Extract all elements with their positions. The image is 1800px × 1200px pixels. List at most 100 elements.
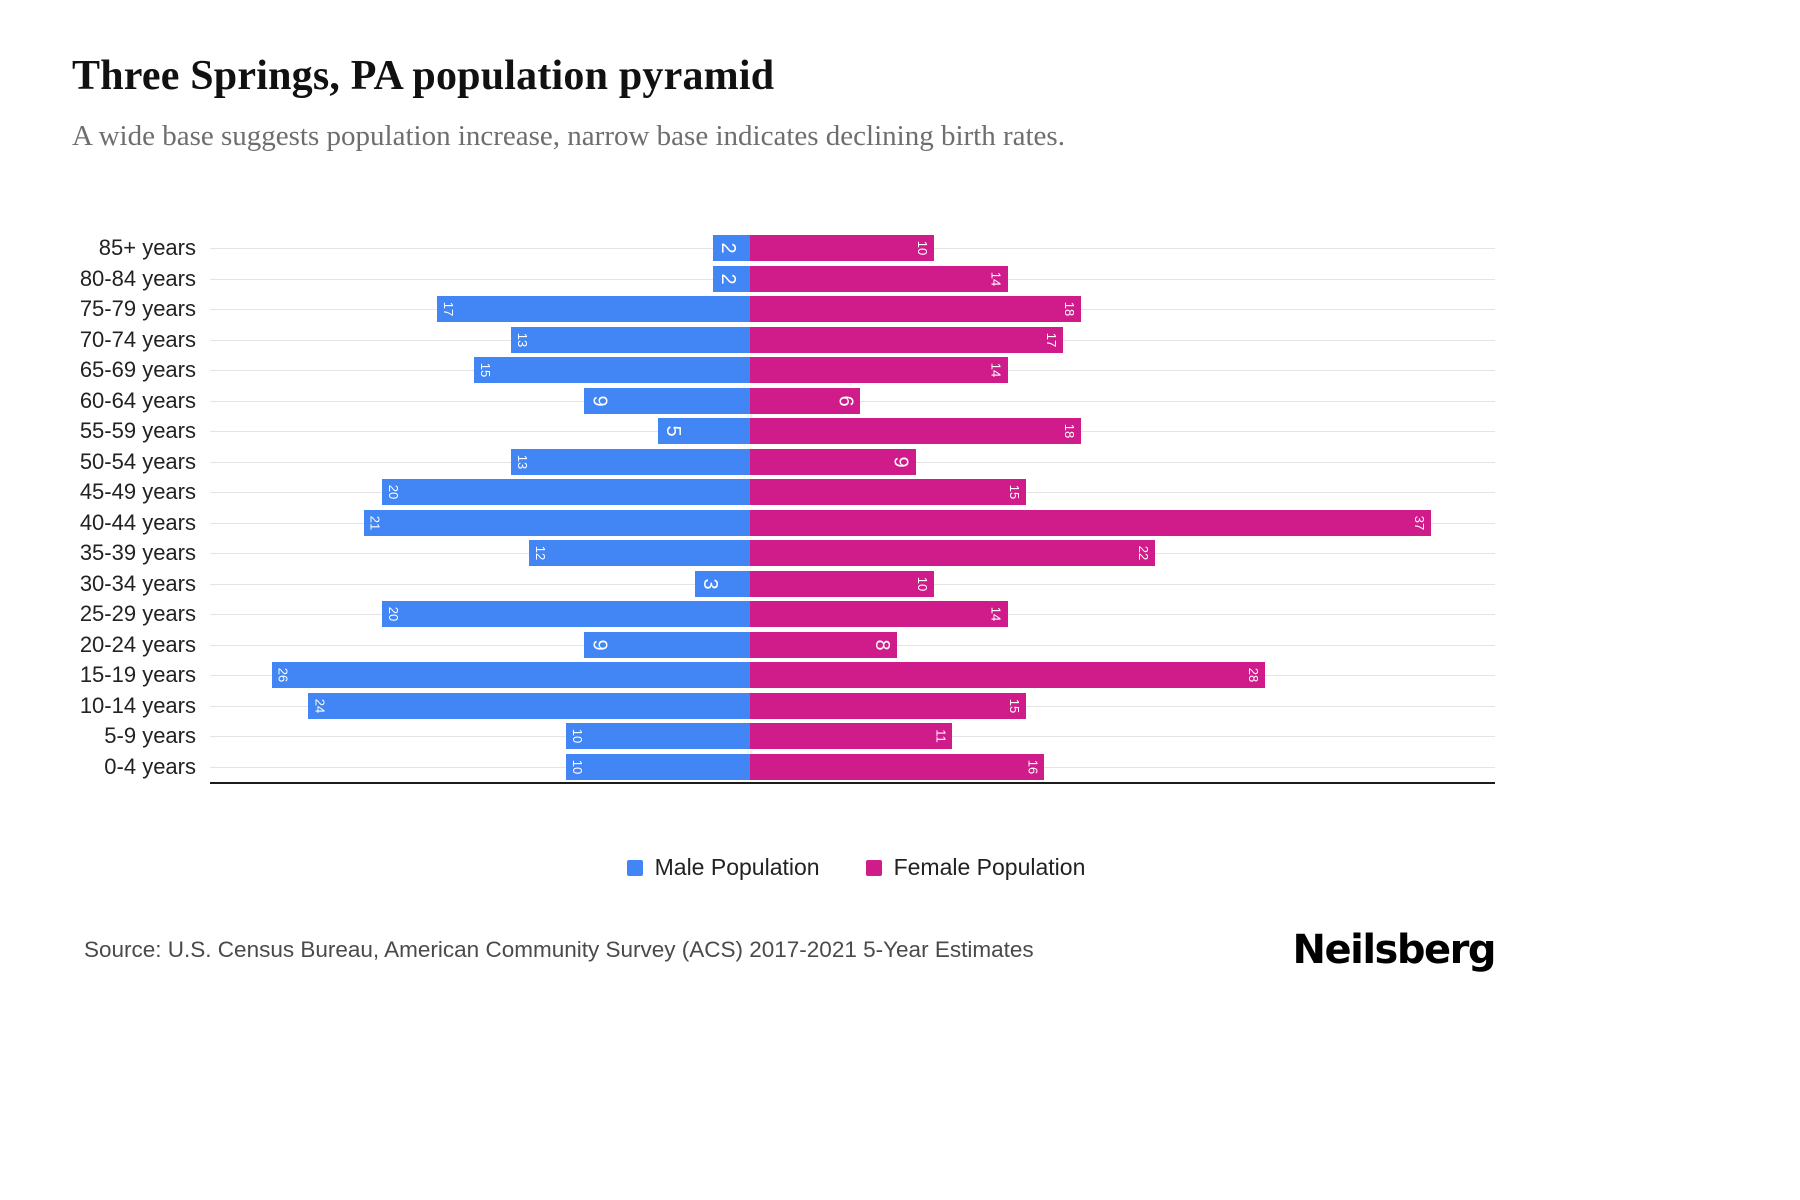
plot-area: 15 14 (210, 355, 1495, 386)
chart-footer: Source: U.S. Census Bureau, American Com… (0, 927, 1497, 973)
female-value-label: 10 (915, 576, 930, 591)
female-bar[interactable]: 14 (750, 357, 1008, 384)
y-axis-label: 55-59 years (79, 418, 196, 443)
female-value-label: 28 (1246, 668, 1262, 683)
female-value-label: 17 (1043, 332, 1059, 347)
y-axis-label: 30-34 years (79, 570, 196, 596)
female-bar[interactable]: 18 (750, 296, 1082, 323)
male-bar[interactable]: 26 (271, 662, 750, 689)
pyramid-row: 30-34 years 3 10 (0, 569, 1495, 600)
male-value-label: 20 (386, 607, 401, 622)
male-value-label: 24 (312, 698, 328, 713)
y-axis-label: 5-9 years (104, 723, 196, 748)
male-bar[interactable]: 9 (584, 631, 750, 658)
male-value-label: 5 (662, 425, 684, 437)
female-value-label: 9 (889, 456, 912, 468)
female-value-label: 22 (1135, 546, 1151, 561)
y-axis-label: 60-64 years (79, 387, 196, 413)
male-bar[interactable]: 17 (437, 296, 750, 323)
y-axis-label: 65-69 years (79, 357, 196, 382)
brand-logo: Neilsberg (1292, 927, 1497, 973)
female-value-label: 14 (988, 363, 1004, 378)
pyramid-row: 25-29 years 20 14 (0, 599, 1495, 630)
male-value-label: 9 (588, 395, 611, 407)
female-value-label: 37 (1411, 515, 1427, 530)
female-value-label: 18 (1062, 302, 1078, 317)
female-bar[interactable]: 18 (750, 418, 1082, 445)
female-bar[interactable]: 37 (750, 509, 1431, 536)
female-bar[interactable]: 10 (750, 235, 934, 262)
legend-label: Male Population (654, 854, 820, 880)
pyramid-row: 85+ years 2 10 (0, 233, 1495, 264)
female-bar[interactable]: 22 (750, 540, 1155, 567)
male-value-label: 3 (698, 578, 721, 590)
male-bar[interactable]: 21 (363, 509, 750, 536)
female-value-label: 15 (1007, 698, 1022, 713)
female-bar[interactable]: 28 (750, 662, 1266, 689)
male-value-label: 12 (533, 546, 549, 561)
pyramid-row: 10-14 years 24 15 (0, 691, 1495, 722)
y-axis-label: 50-54 years (79, 448, 196, 474)
legend-item-female-population[interactable]: Female Population (865, 854, 1085, 881)
male-bar[interactable]: 20 (382, 601, 750, 628)
female-bar[interactable]: 14 (750, 265, 1008, 292)
plot-area: 2 10 (210, 233, 1495, 264)
female-bar[interactable]: 16 (750, 753, 1045, 780)
plot-area: 13 9 (210, 447, 1495, 478)
female-bar[interactable]: 11 (750, 723, 953, 750)
female-value-label: 6 (834, 395, 857, 407)
male-bar[interactable]: 13 (510, 448, 750, 475)
y-axis-label: 35-39 years (79, 540, 196, 565)
male-bar[interactable]: 2 (713, 265, 750, 292)
female-bar[interactable]: 14 (750, 601, 1008, 628)
female-value-label: 15 (1007, 485, 1022, 500)
y-axis-label: 20-24 years (79, 631, 196, 657)
pyramid-row: 5-9 years 10 11 (0, 721, 1495, 752)
chart-subtitle: A wide base suggests population increase… (72, 120, 1065, 152)
female-bar[interactable]: 8 (750, 631, 898, 658)
male-bar[interactable]: 3 (694, 570, 750, 597)
plot-area: 13 17 (210, 325, 1495, 356)
female-bar[interactable]: 9 (750, 448, 916, 475)
legend-swatch-icon (626, 859, 643, 876)
y-axis-label: 70-74 years (79, 326, 196, 352)
legend-item-male-population[interactable]: Male Population (626, 854, 820, 881)
plot-area: 26 28 (210, 660, 1495, 691)
male-bar[interactable]: 15 (474, 357, 750, 384)
male-bar[interactable]: 9 (584, 387, 750, 414)
pyramid-row: 45-49 years 20 15 (0, 477, 1495, 508)
female-value-label: 11 (933, 729, 949, 744)
male-value-label: 10 (570, 729, 585, 744)
y-axis-label: 75-79 years (79, 296, 196, 321)
female-bar[interactable]: 10 (750, 570, 934, 597)
y-axis-label: 45-49 years (79, 479, 196, 504)
male-bar[interactable]: 24 (308, 692, 750, 719)
male-bar[interactable]: 2 (713, 235, 750, 262)
male-bar[interactable]: 13 (510, 326, 750, 353)
pyramid-row: 20-24 years 9 8 (0, 630, 1495, 661)
female-bar[interactable]: 15 (750, 692, 1026, 719)
male-value-label: 26 (275, 668, 291, 683)
plot-area: 5 18 (210, 416, 1495, 447)
male-bar[interactable]: 10 (566, 753, 750, 780)
pyramid-chart: 85+ years 2 10 80-84 years 2 14 75-79 years 17 1… (0, 233, 1495, 782)
page-title: Three Springs, PA population pyramid (72, 53, 775, 99)
pyramid-row: 80-84 years 2 14 (0, 264, 1495, 295)
male-bar[interactable]: 5 (658, 418, 750, 445)
plot-area: 2 14 (210, 264, 1495, 295)
male-bar[interactable]: 20 (382, 479, 750, 506)
male-value-label: 20 (386, 485, 401, 500)
pyramid-row: 50-54 years 13 9 (0, 447, 1495, 478)
plot-area: 12 22 (210, 538, 1495, 569)
female-bar[interactable]: 6 (750, 387, 861, 414)
female-bar[interactable]: 17 (750, 326, 1063, 353)
pyramid-row: 55-59 years 5 18 (0, 416, 1495, 447)
male-bar[interactable]: 12 (529, 540, 750, 567)
x-axis-line (210, 782, 1495, 784)
male-value-label: 13 (514, 454, 530, 469)
male-bar[interactable]: 10 (566, 723, 750, 750)
y-axis-label: 15-19 years (79, 662, 196, 687)
y-axis-label: 85+ years (98, 235, 196, 260)
female-bar[interactable]: 15 (750, 479, 1026, 506)
